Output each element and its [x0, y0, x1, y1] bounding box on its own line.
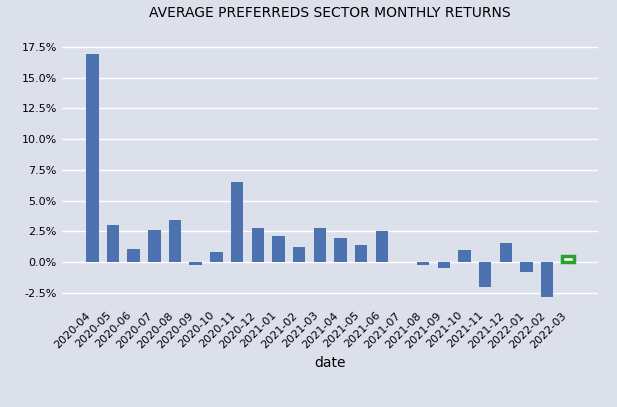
Bar: [437, 262, 450, 268]
X-axis label: date: date: [314, 356, 346, 370]
Bar: [189, 262, 202, 265]
Bar: [334, 238, 347, 262]
Bar: [458, 250, 471, 262]
Bar: [355, 245, 367, 262]
Bar: [252, 228, 264, 262]
Bar: [128, 249, 140, 262]
Bar: [313, 228, 326, 262]
Bar: [520, 262, 532, 272]
Bar: [417, 262, 429, 265]
Bar: [561, 256, 574, 262]
Bar: [210, 252, 223, 262]
Bar: [376, 232, 388, 262]
Bar: [500, 243, 512, 262]
Bar: [293, 247, 305, 262]
Bar: [541, 262, 553, 297]
Title: AVERAGE PREFERREDS SECTOR MONTHLY RETURNS: AVERAGE PREFERREDS SECTOR MONTHLY RETURN…: [149, 7, 511, 20]
Bar: [107, 225, 119, 262]
Bar: [148, 230, 160, 262]
Bar: [169, 220, 181, 262]
Bar: [272, 236, 284, 262]
Bar: [231, 182, 243, 262]
Bar: [479, 262, 491, 287]
Bar: [86, 54, 99, 262]
